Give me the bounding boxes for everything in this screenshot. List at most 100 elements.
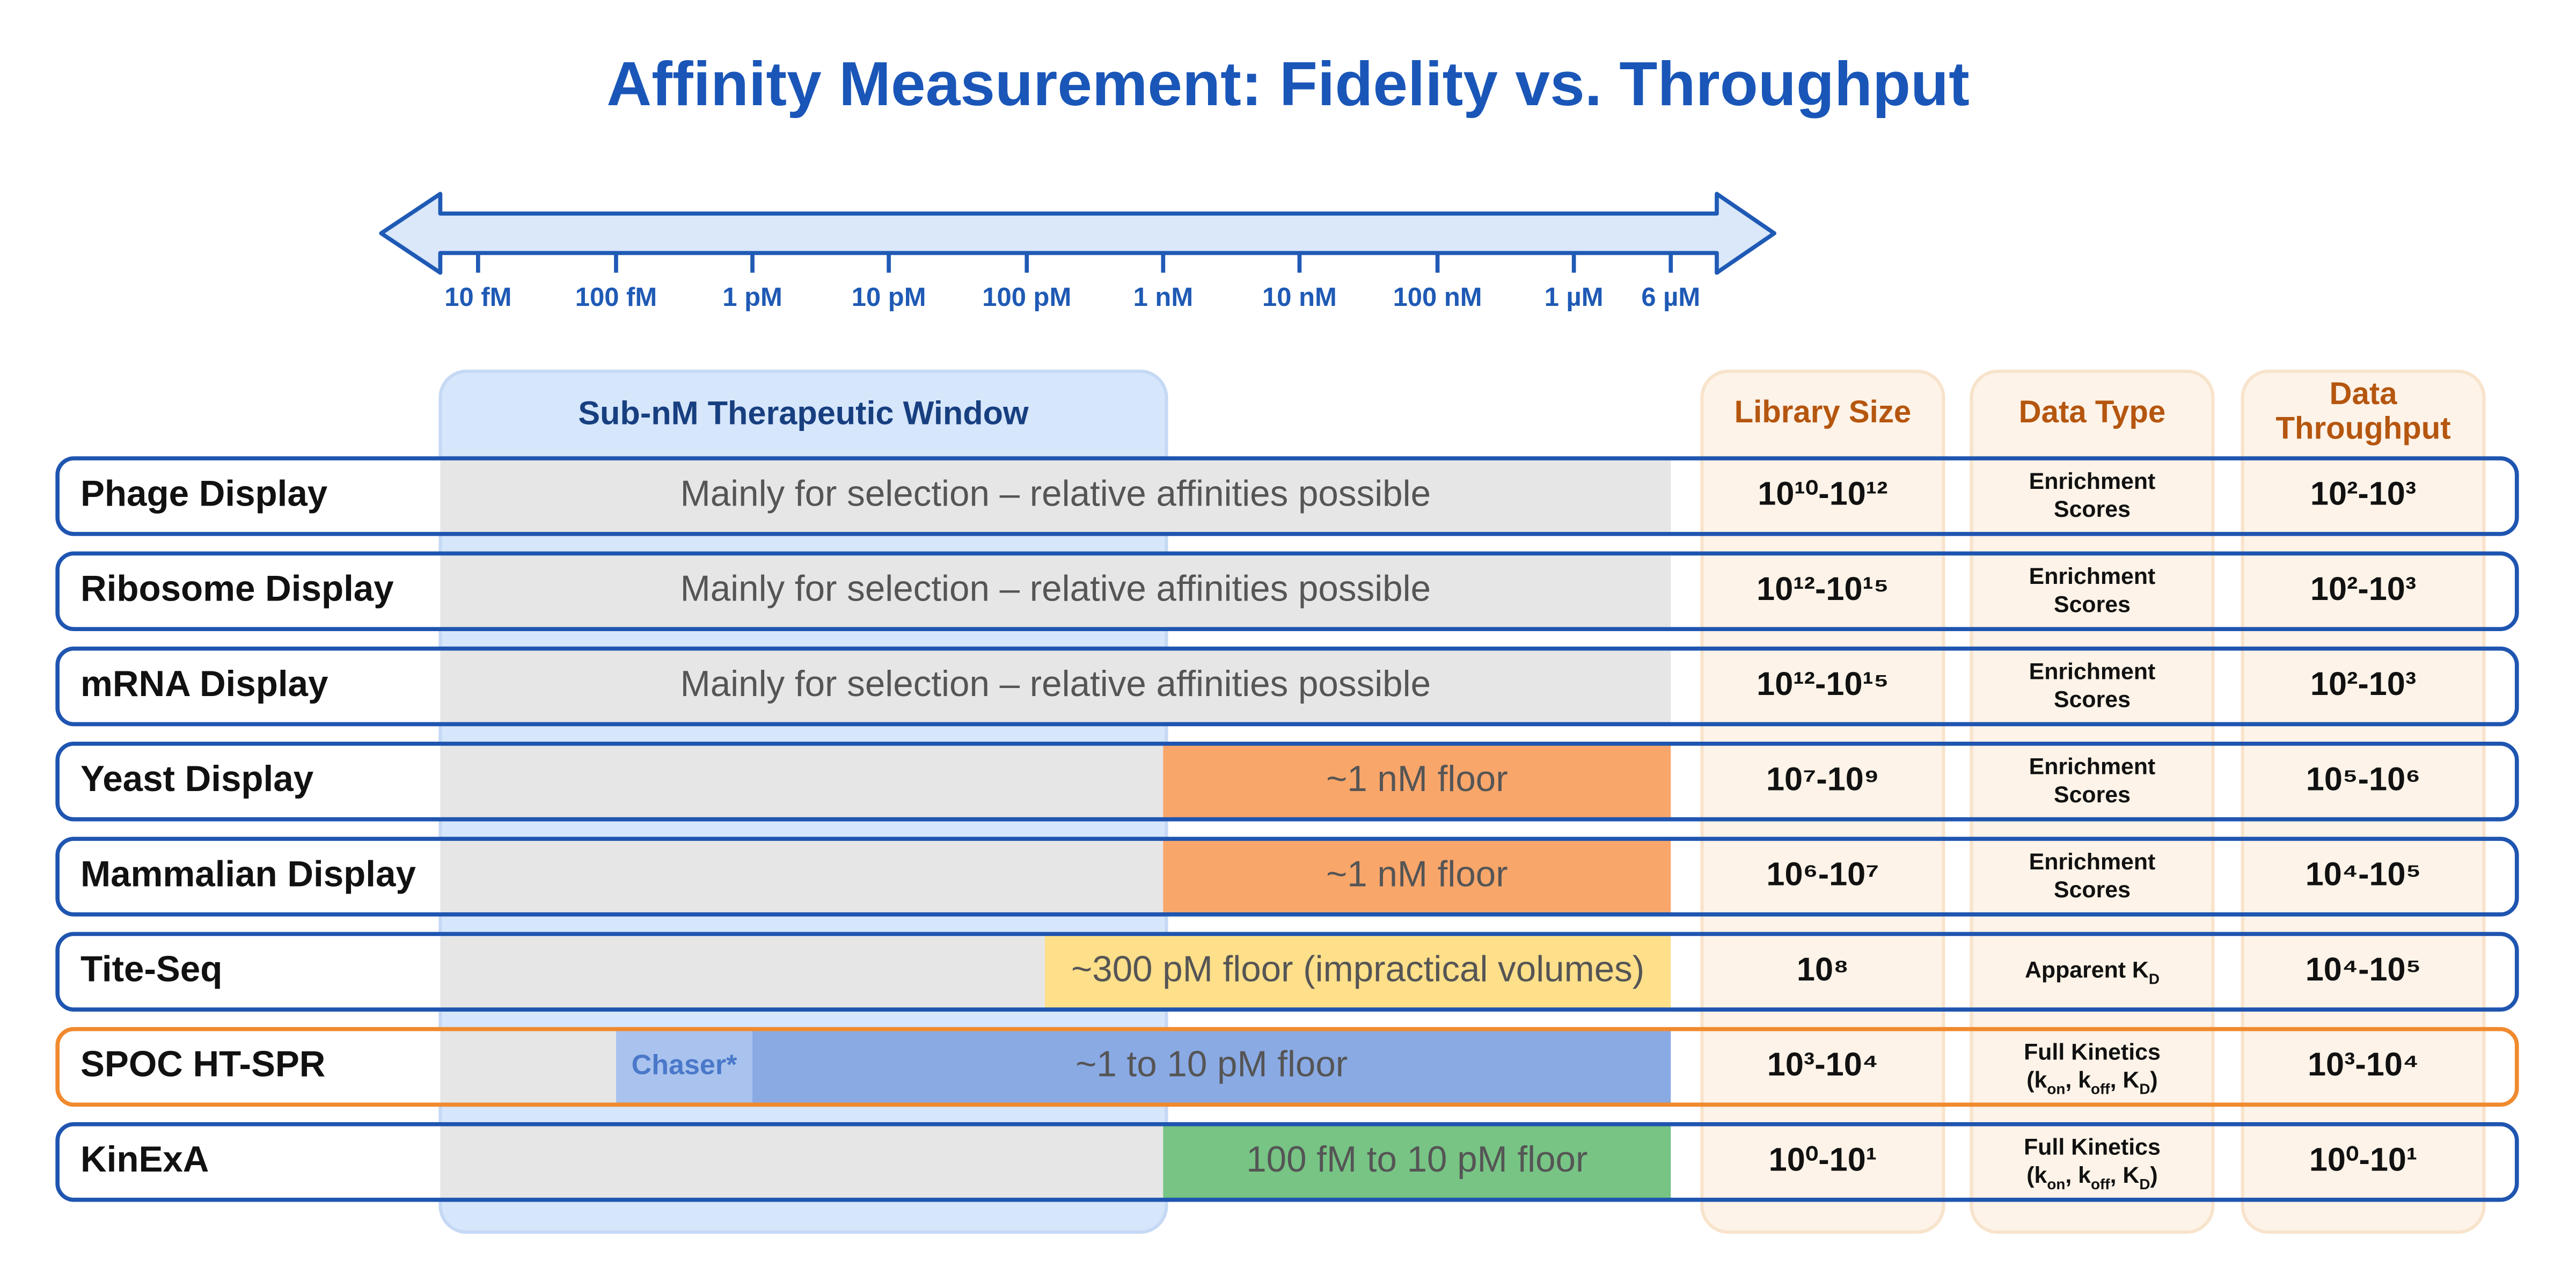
content: 10 fM 100 fM 1 pM 10 pM 100 pM 1 nM 10 nM 100 n… (55, 253, 2519, 1234)
text-part: Scores (2054, 687, 2131, 713)
axis-tick-label: 6 µM (1641, 283, 1700, 312)
throughput: 10²-10³ (2310, 570, 2416, 607)
bar-segment (440, 840, 1163, 913)
text-part: Apparent K (2025, 957, 2149, 983)
method-name: Ribosome Display (80, 569, 394, 609)
text-part: Full Kinetics (2024, 1135, 2161, 1160)
data-type-text: Enrichment (2029, 469, 2156, 494)
data-type-text: Enrichment (2029, 849, 2156, 875)
axis-tick-label: 1 nM (1133, 283, 1194, 312)
text-part: ) (2150, 1162, 2157, 1188)
method-name: mRNA Display (80, 664, 328, 704)
row-border (55, 1027, 2519, 1107)
subscript: on (2047, 1080, 2065, 1097)
bar-label: ~1 to 10 pM floor (1075, 1044, 1348, 1085)
bar-segment (1163, 1125, 1671, 1198)
data-type-text: Scores (2054, 496, 2131, 522)
library-size: 10¹²-10¹⁵ (1757, 570, 1889, 607)
title: Affinity Measurement: Fidelity vs. Throu… (606, 49, 1970, 119)
method-name: Mammalian Display (80, 854, 416, 894)
bar-segment (440, 460, 1671, 532)
bar-segment (1163, 840, 1671, 913)
text-part: Enrichment (2029, 849, 2156, 875)
method-name: Phage Display (80, 473, 328, 514)
name-cell (59, 840, 441, 913)
bar-segment (440, 1125, 1163, 1198)
data-type-text: Scores (2054, 782, 2131, 808)
method-name: Tite-Seq (80, 949, 222, 989)
text-part: Scores (2054, 496, 2131, 522)
data-type-text: (kon, koff, KD) (2026, 1067, 2157, 1097)
bar-label: Mainly for selection – relative affiniti… (680, 664, 1431, 704)
row-border (55, 1122, 2519, 1202)
axis-tick-label: 1 µM (1545, 283, 1604, 312)
axis-tick-label: 10 nM (1262, 283, 1337, 312)
subscript: on (2047, 1176, 2065, 1192)
bar-label: Mainly for selection – relative affiniti… (680, 569, 1431, 609)
text-part: (k (2026, 1067, 2047, 1093)
bar-segment (440, 745, 1163, 818)
bar-segment (752, 1030, 1671, 1103)
throughput: 10⁰-10¹ (2309, 1141, 2418, 1177)
throughput: 10⁴-10⁵ (2306, 951, 2421, 987)
text-part: Scores (2054, 592, 2131, 618)
column-header: Data (2330, 376, 2398, 411)
column-header: Throughput (2275, 411, 2450, 445)
subscript: off (2091, 1176, 2110, 1192)
throughput: 10³-10⁴ (2308, 1046, 2419, 1082)
text-part: (k (2026, 1162, 2047, 1188)
text-part: , k (2065, 1067, 2091, 1093)
bar-segment (440, 555, 1671, 628)
throughput: 10²-10³ (2310, 475, 2416, 512)
row-border (55, 551, 2519, 631)
throughput: 10⁵-10⁶ (2306, 760, 2421, 797)
text-part: Enrichment (2029, 659, 2156, 685)
bar-segment (1044, 935, 1671, 1008)
text-part: ) (2150, 1067, 2157, 1093)
axis-tick-label: 1 pM (722, 283, 782, 312)
data-type-text: Enrichment (2029, 659, 2156, 685)
throughput: 10⁴-10⁵ (2306, 856, 2421, 892)
name-cell (59, 650, 441, 723)
row-border (55, 741, 2519, 822)
text-part: Enrichment (2029, 564, 2156, 590)
bar-segment (616, 1030, 753, 1103)
text-part: , k (2065, 1162, 2091, 1188)
bar-segment (440, 935, 1045, 1008)
data-type-text: Enrichment (2029, 564, 2156, 590)
row-border (55, 837, 2519, 917)
name-cell (59, 935, 441, 1008)
library-size: 10¹²-10¹⁵ (1757, 665, 1889, 702)
text-part: Enrichment (2029, 754, 2156, 780)
data-type-text: Scores (2054, 877, 2131, 903)
axis-tick-label: 10 fM (444, 283, 511, 312)
column-background (1970, 369, 2215, 1234)
name-cell (59, 1030, 441, 1103)
column-header: Data Type (2019, 394, 2166, 429)
data-type-text: Scores (2054, 687, 2131, 713)
library-size: 10⁰-10¹ (1769, 1141, 1877, 1177)
library-size: 10¹⁰-10¹² (1758, 475, 1887, 512)
text-part: Scores (2054, 782, 2131, 808)
data-type-text: Enrichment (2029, 754, 2156, 780)
name-cell (59, 745, 441, 818)
bar-label: ~1 nM floor (1326, 854, 1508, 894)
window-label: Sub-nM Therapeutic Window (578, 395, 1029, 431)
text-part: Scores (2054, 877, 2131, 903)
axis-arrow (379, 192, 1776, 275)
name-cell (59, 555, 441, 628)
row-border (55, 456, 2519, 536)
throughput: 10²-10³ (2310, 665, 2416, 702)
subscript: D (2149, 971, 2160, 987)
library-size: 10³-10⁴ (1767, 1046, 1878, 1082)
bar-segment (440, 1030, 616, 1103)
subscript: D (2139, 1176, 2150, 1192)
axis-tick-label: 100 nM (1393, 283, 1482, 312)
data-type-text: Full Kinetics (2024, 1135, 2161, 1160)
column-background (1700, 369, 1945, 1234)
bar-segment (440, 650, 1671, 723)
data-type-text: (kon, koff, KD) (2026, 1162, 2157, 1192)
data-type-text: Scores (2054, 592, 2131, 618)
